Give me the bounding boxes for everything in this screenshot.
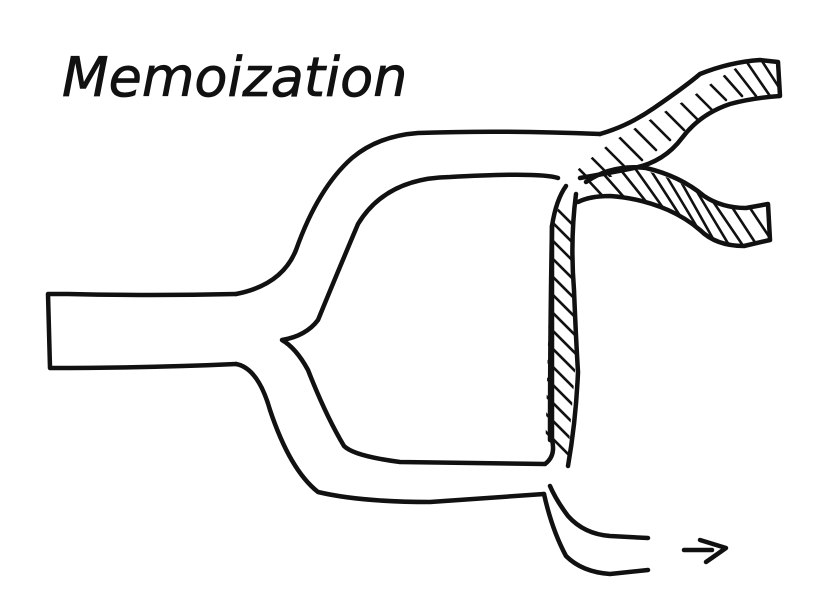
output-pipe-top-wall xyxy=(547,483,651,541)
input-pipe-outline xyxy=(45,291,239,371)
inner-memo-loop xyxy=(279,172,569,467)
output-pipe-bottom-wall xyxy=(541,491,651,577)
bottom-branch-hatching xyxy=(584,168,772,248)
outer-pipe-bottom-wall xyxy=(233,361,547,505)
outer-pipe-top-wall xyxy=(233,129,603,297)
diagram-title: Memoization xyxy=(62,46,407,109)
top-branch-hatching xyxy=(572,61,782,183)
cache-band-left-edge xyxy=(547,223,555,443)
top-branch-outline xyxy=(577,57,783,181)
bottom-branch-outline xyxy=(575,165,773,249)
right-arrow-icon xyxy=(681,537,729,565)
